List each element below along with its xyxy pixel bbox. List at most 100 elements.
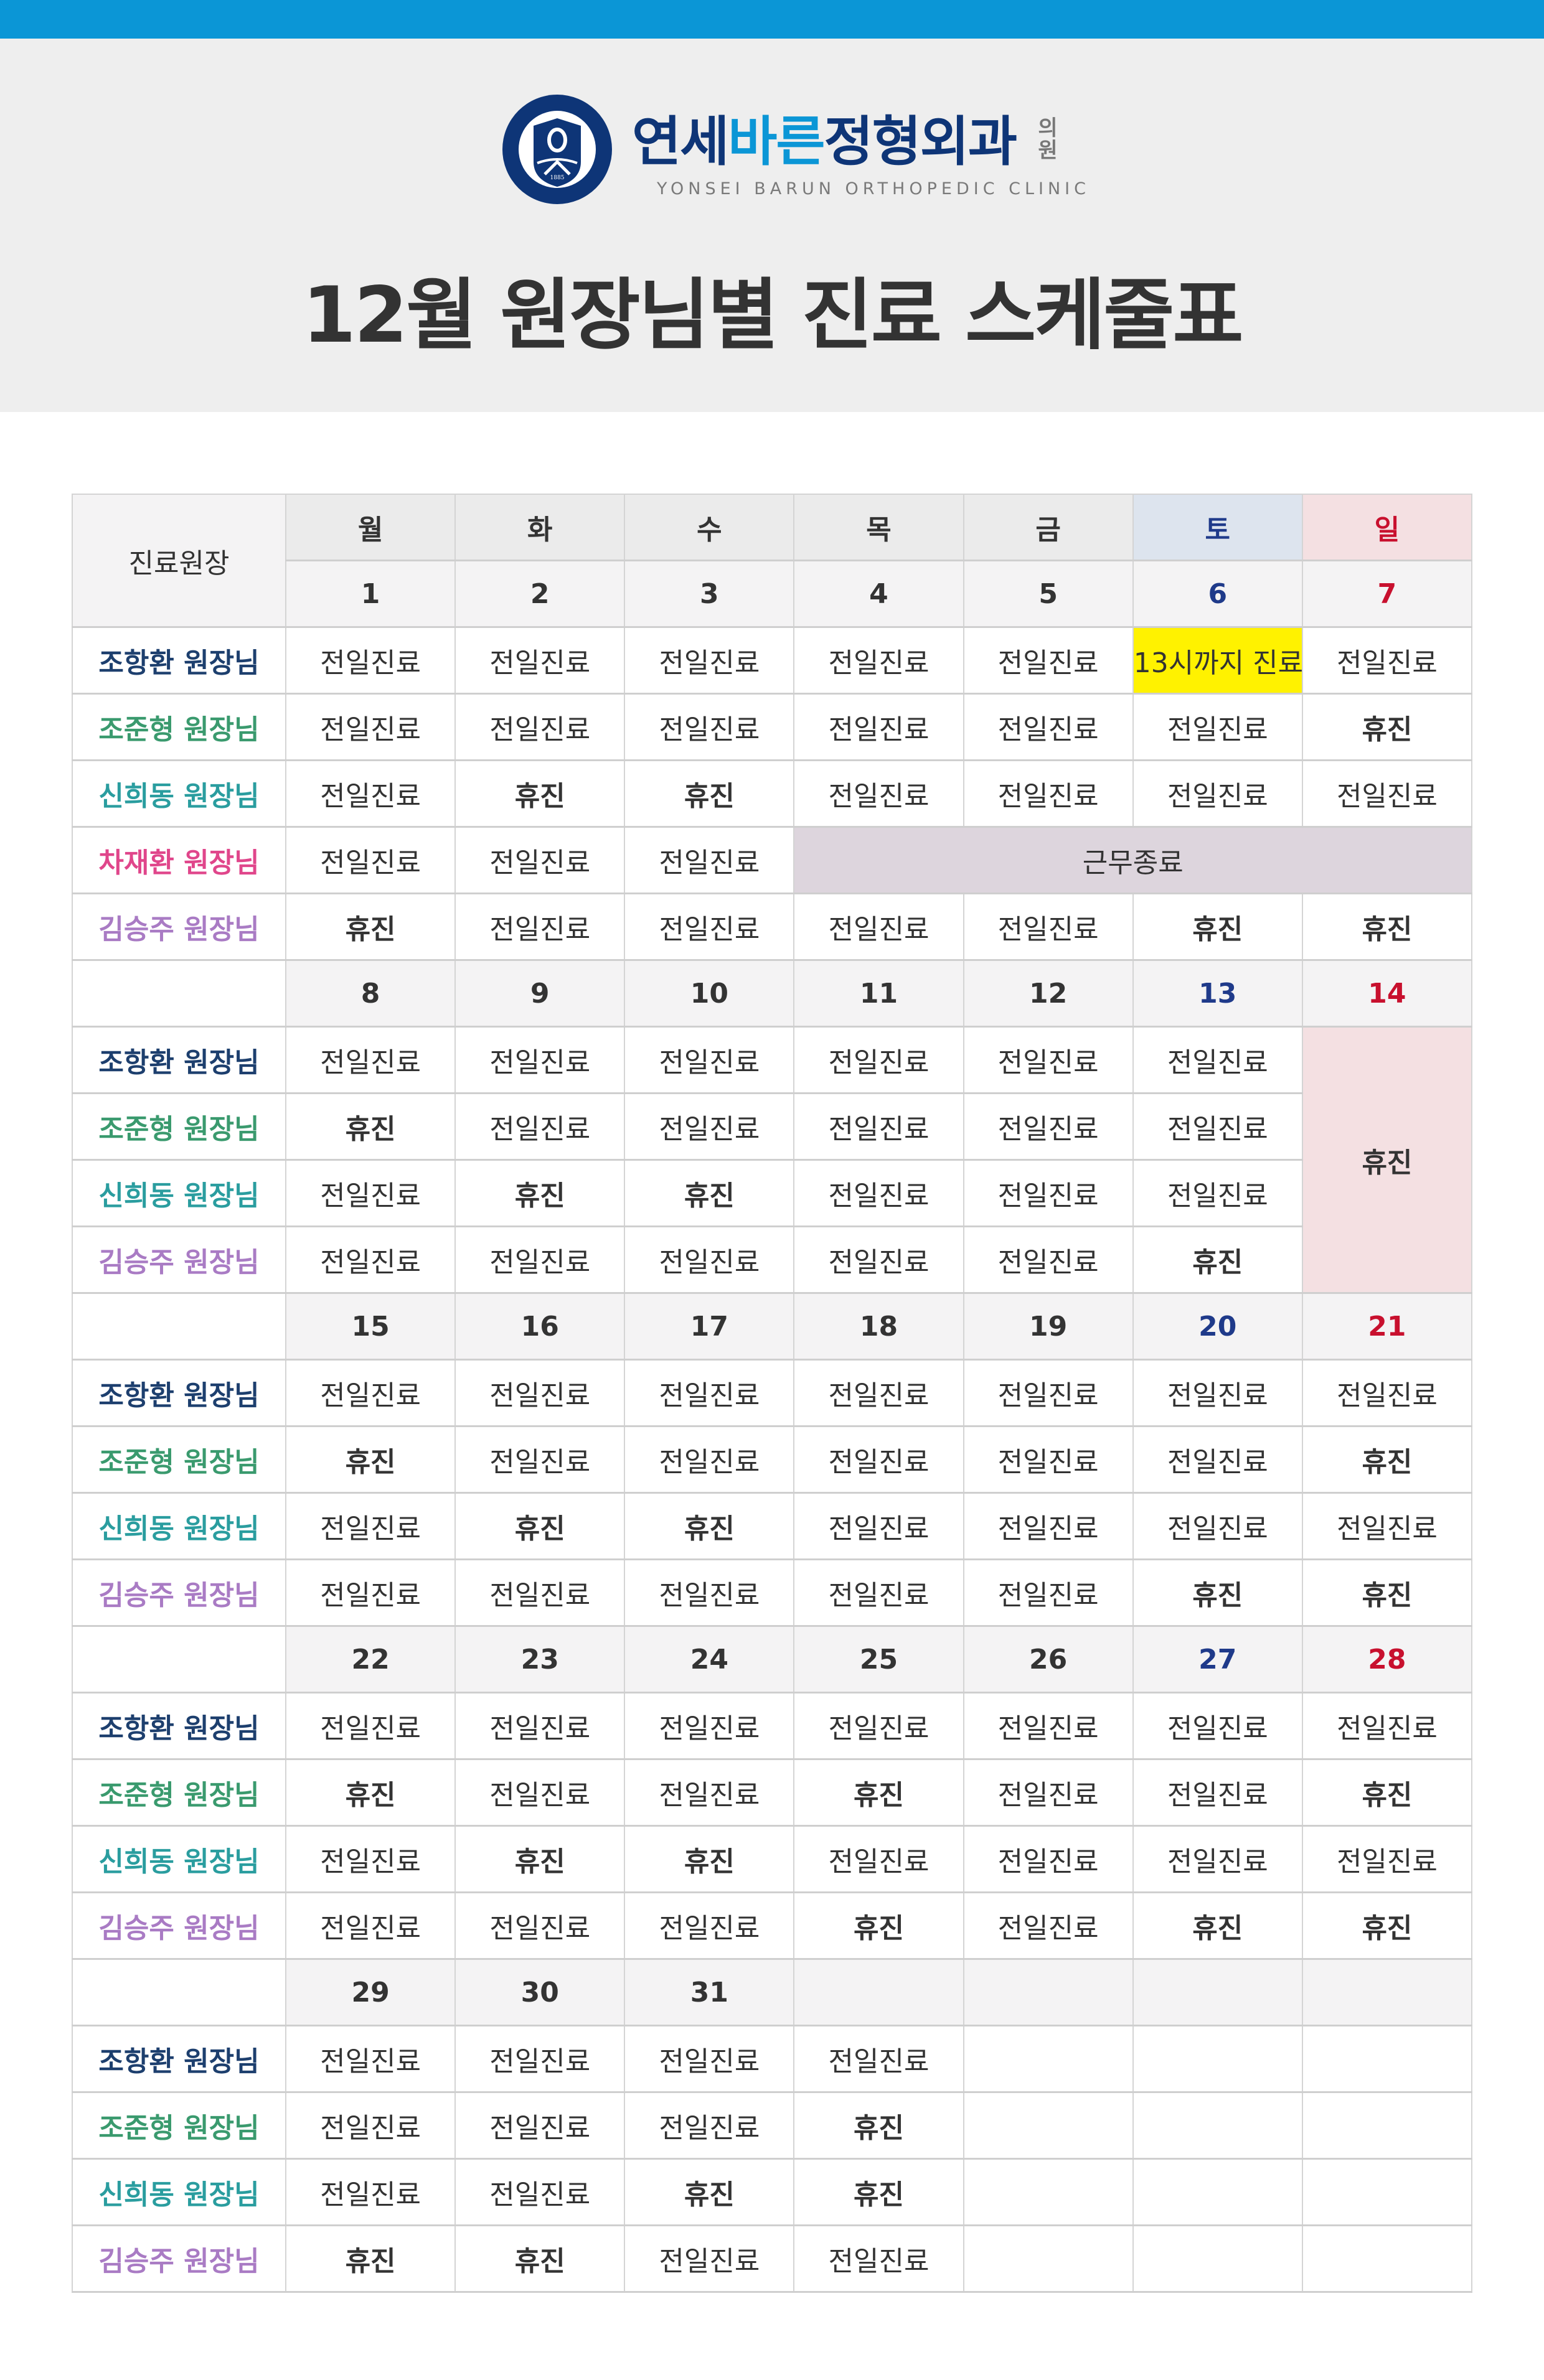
full-day-cell: 전일진료 [624, 1425, 795, 1494]
date-cell: 5 [963, 560, 1134, 628]
full-day-cell: 전일진료 [1132, 1758, 1303, 1827]
date-cell: 1 [285, 560, 456, 628]
table-row: 신희동 원장님 전일진료 휴진 휴진 전일진료 전일진료 전일진료 [72, 1159, 1472, 1227]
doctor-name: 신희동 원장님 [72, 759, 286, 828]
doctor-name: 신희동 원장님 [72, 1159, 286, 1227]
weekday-header-row: 진료원장 월 화 수 목 금 토 일 [72, 494, 1473, 628]
table-row: 신희동 원장님 전일진료 휴진 휴진 전일진료 전일진료 전일진료 전일진료 [72, 759, 1473, 828]
weekday-header: 금 [963, 494, 1134, 561]
full-day-cell: 전일진료 [1132, 1359, 1303, 1427]
table-row: 차재환 원장님 전일진료 전일진료 전일진료 근무종료 [72, 826, 1472, 894]
full-day-cell: 전일진료 [793, 1692, 964, 1760]
date-cell: 19 [963, 1292, 1134, 1361]
day-off-cell: 휴진 [1301, 892, 1473, 961]
weekday-header: 화 [454, 494, 626, 561]
date-cell: 24 [624, 1625, 795, 1694]
date-row-spacer [72, 1958, 286, 2026]
full-day-cell: 전일진료 [1132, 1026, 1303, 1094]
full-day-cell: 전일진료 [793, 693, 964, 761]
table-row: 조준형 원장님 휴진 전일진료 전일진료 전일진료 전일진료 전일진료 [72, 1092, 1472, 1161]
full-day-cell: 전일진료 [285, 1492, 456, 1560]
full-day-cell: 전일진료 [963, 1425, 1134, 1494]
full-day-cell: 전일진료 [624, 1026, 795, 1094]
full-day-cell: 전일진료 [1132, 1092, 1303, 1161]
day-off-cell: 휴진 [793, 1758, 964, 1827]
full-day-cell: 전일진료 [793, 2025, 964, 2093]
date-cell: 28 [1301, 1625, 1473, 1694]
day-off-cell: 휴진 [624, 2158, 795, 2226]
doctor-name: 조항환 원장님 [72, 626, 286, 695]
full-day-cell: 전일진료 [963, 1758, 1134, 1827]
full-day-cell: 전일진료 [285, 1026, 456, 1094]
full-day-cell: 전일진료 [793, 892, 964, 961]
day-off-cell: 휴진 [285, 1092, 456, 1161]
corner-header: 진료원장 [72, 494, 286, 628]
date-cell: 21 [1301, 1292, 1473, 1361]
date-cell: 6 [1132, 560, 1303, 628]
table-row: 조항환 원장님 전일진료 전일진료 전일진료 전일진료 [72, 2025, 1473, 2093]
full-day-cell: 전일진료 [793, 1558, 964, 1627]
empty-cell [1301, 2025, 1473, 2093]
full-day-cell: 전일진료 [454, 1425, 626, 1494]
date-cell: 29 [285, 1958, 456, 2026]
full-day-cell: 전일진료 [1301, 1359, 1473, 1427]
full-day-cell: 전일진료 [454, 2025, 626, 2093]
date-cell: 7 [1301, 560, 1473, 628]
date-cell: 17 [624, 1292, 795, 1361]
empty-cell [963, 2091, 1134, 2160]
weekday-header: 월 [285, 494, 456, 561]
work-ended-cell: 근무종료 [793, 826, 1472, 894]
full-day-cell: 전일진료 [285, 826, 456, 894]
full-day-cell: 전일진료 [624, 1225, 795, 1294]
full-day-cell: 전일진료 [963, 1225, 1134, 1294]
empty-cell [1132, 2224, 1303, 2293]
full-day-cell: 전일진료 [793, 1225, 964, 1294]
full-day-cell: 전일진료 [793, 2224, 964, 2293]
full-day-cell: 전일진료 [285, 693, 456, 761]
full-day-cell: 전일진료 [963, 1359, 1134, 1427]
full-day-cell: 전일진료 [793, 1425, 964, 1494]
day-off-cell: 휴진 [454, 1159, 626, 1227]
full-day-cell: 전일진료 [1301, 759, 1473, 828]
full-day-cell: 전일진료 [963, 1492, 1134, 1560]
full-day-cell: 전일진료 [1301, 1492, 1473, 1560]
doctor-name: 김승주 원장님 [72, 1558, 286, 1627]
day-off-cell: 휴진 [793, 1891, 964, 1960]
doctor-name: 조준형 원장님 [72, 1425, 286, 1494]
holiday-cell: 휴진 [1301, 1026, 1473, 1294]
doctor-name: 신희동 원장님 [72, 1492, 286, 1560]
full-day-cell: 전일진료 [793, 1092, 964, 1161]
full-day-cell: 전일진료 [1301, 626, 1473, 695]
full-day-cell: 전일진료 [793, 1492, 964, 1560]
empty-cell [1132, 2091, 1303, 2160]
full-day-cell: 전일진료 [454, 2091, 626, 2160]
table-row: 조항환 원장님 전일진료 전일진료 전일진료 전일진료 전일진료 13시까지 진료 전일진료 [72, 626, 1473, 695]
full-day-cell: 전일진료 [285, 759, 456, 828]
date-cell: 26 [963, 1625, 1134, 1694]
full-day-cell: 전일진료 [285, 1558, 456, 1627]
date-row: 22 23 24 25 26 27 28 [72, 1625, 1473, 1694]
full-day-cell: 전일진료 [1132, 693, 1303, 761]
full-day-cell: 전일진료 [793, 1359, 964, 1427]
doctor-name: 신희동 원장님 [72, 2158, 286, 2226]
empty-cell [1301, 2158, 1473, 2226]
full-day-cell: 전일진료 [624, 626, 795, 695]
table-row: 조항환 원장님 전일진료 전일진료 전일진료 전일진료 전일진료 전일진료 휴진 [72, 1026, 1473, 1294]
date-cell: 14 [1301, 959, 1473, 1028]
full-day-cell: 전일진료 [285, 1159, 456, 1227]
table-row: 김승주 원장님 전일진료 전일진료 전일진료 전일진료 전일진료 휴진 [72, 1225, 1472, 1294]
date-cell: 11 [793, 959, 964, 1028]
full-day-cell: 전일진료 [624, 1891, 795, 1960]
doctor-name: 차재환 원장님 [72, 826, 286, 894]
half-day-cell: 13시까지 진료 [1132, 626, 1303, 695]
full-day-cell: 전일진료 [624, 1092, 795, 1161]
empty-cell [1132, 2158, 1303, 2226]
date-cell: 30 [454, 1958, 626, 2026]
empty-cell [1301, 2224, 1473, 2293]
date-cell: 13 [1132, 959, 1303, 1028]
full-day-cell: 전일진료 [285, 1359, 456, 1427]
page-header [0, 39, 1544, 412]
date-cell: 2 [454, 560, 626, 628]
date-cell: 25 [793, 1625, 964, 1694]
